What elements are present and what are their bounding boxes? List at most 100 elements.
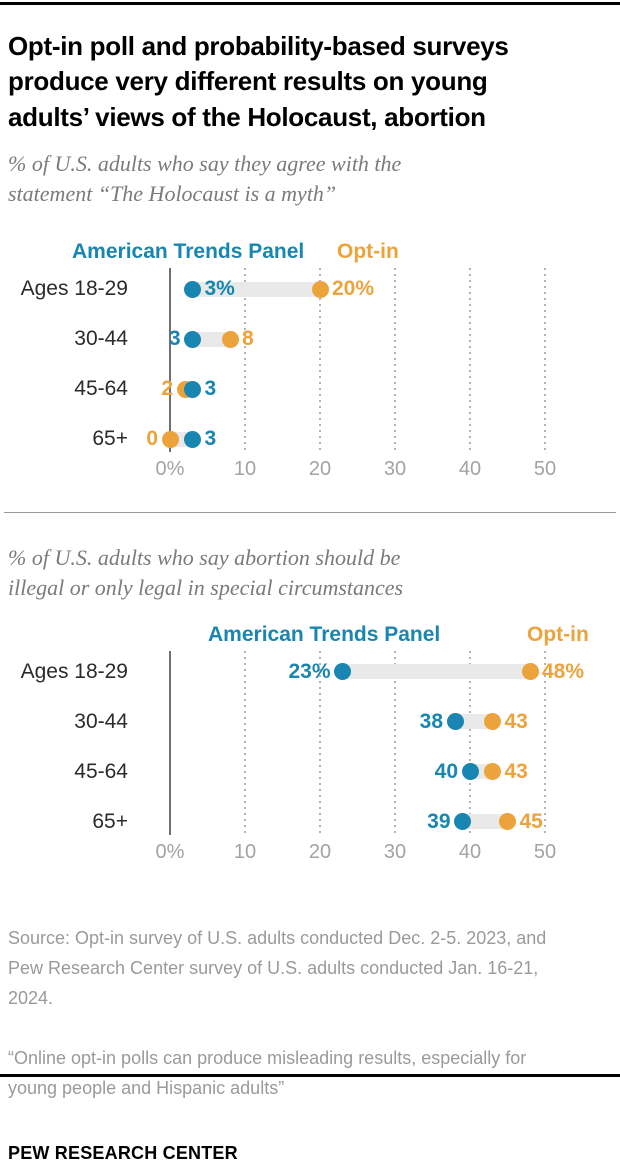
opt-in-value-label: 43 <box>504 759 528 783</box>
section-divider <box>4 512 616 514</box>
gridline <box>319 268 321 453</box>
top-rule <box>0 2 620 5</box>
opt-in-dot <box>484 763 501 781</box>
axis-tick-label: 40 <box>458 840 482 863</box>
chart-row: 65+ 3 0 <box>0 414 620 464</box>
atp-dot <box>334 663 351 681</box>
opt-in-dot <box>484 713 501 731</box>
abortion-chart-subtitle: % of U.S. adults who say abortion should… <box>8 545 404 601</box>
opt-in-value-label: 0 <box>146 427 158 451</box>
row-category-label: 65+ <box>92 809 128 833</box>
chart-row: 45-64 40 43 <box>0 747 620 797</box>
atp-dot <box>184 430 201 448</box>
atp-value-label: 3 <box>204 377 217 401</box>
abortion-chart-x-axis: 0% 10 20 30 40 50 <box>0 841 620 869</box>
row-category-label: 30-44 <box>74 327 128 351</box>
legend-label-opt-in: Opt-in <box>337 240 399 264</box>
axis-tick-label: 30 <box>383 458 407 481</box>
atp-value-label: 3% <box>204 277 235 301</box>
chart-row: 65+ 39 45 <box>0 797 620 847</box>
opt-in-value-label: 43 <box>504 709 528 733</box>
gridline <box>244 650 246 835</box>
atp-value-label: 38 <box>419 709 443 733</box>
atp-value-label: 39 <box>427 809 451 833</box>
gridlines-layer <box>0 268 620 453</box>
axis-line <box>169 268 171 453</box>
axis-tick-label: 10 <box>233 458 257 481</box>
footer-notes: Source: Opt-in survey of U.S. adults con… <box>8 893 610 1133</box>
row-category-label: 65+ <box>92 427 128 451</box>
axis-tick-label: 10 <box>233 840 257 863</box>
gridline <box>469 650 471 835</box>
axis-tick-label: 50 <box>533 840 557 863</box>
atp-value-label: 3 <box>168 327 181 351</box>
atp-dot <box>184 330 201 348</box>
chart-row: Ages 18-29 3% 20% <box>0 264 620 314</box>
row-category-label: Ages 18-29 <box>20 277 128 301</box>
atp-dot <box>446 713 464 731</box>
axis-tick-label: 0% <box>155 840 185 863</box>
atp-value-label: 3 <box>204 427 217 451</box>
row-category-label: Ages 18-29 <box>20 659 128 683</box>
holocaust-chart: American Trends Panel Opt-in Ages 18-29 3… <box>0 240 620 486</box>
atp-value-label: 23% <box>288 659 331 683</box>
gridline <box>544 650 546 835</box>
gridline <box>319 650 321 835</box>
abortion-chart-plot-area: Ages 18-29 23% 48% 30-44 38 43 45-64 40 43 65+ 39 4… <box>0 647 620 847</box>
holocaust-chart-legend: American Trends Panel Opt-in <box>0 240 620 264</box>
gridline <box>394 268 396 453</box>
opt-in-dot <box>221 330 239 348</box>
opt-in-value-label: 2 <box>161 377 173 401</box>
gridline <box>544 268 546 453</box>
opt-in-value-label: 48% <box>542 659 585 683</box>
row-category-label: 45-64 <box>74 759 128 783</box>
holocaust-chart-subtitle: % of U.S. adults who say they agree with… <box>8 151 402 206</box>
source-note: Source: Opt-in survey of U.S. adults con… <box>8 927 547 1008</box>
row-category-label: 45-64 <box>74 377 128 401</box>
axis-tick-label: 30 <box>383 840 407 863</box>
connector-bar <box>192 331 230 347</box>
atp-dot <box>461 763 479 781</box>
bottom-rule <box>0 1074 620 1077</box>
opt-in-dot <box>161 430 179 448</box>
axis-tick-label: 50 <box>533 458 557 481</box>
opt-in-value-label: 8 <box>242 327 254 351</box>
chart-row: 45-64 3 2 <box>0 364 620 414</box>
row-category-label: 30-44 <box>74 709 128 733</box>
legend-label-american-trends-panel: American Trends Panel <box>72 240 305 264</box>
abortion-chart-legend: American Trends Panel Opt-in <box>0 623 620 647</box>
axis-tick-label: 20 <box>308 840 332 863</box>
holocaust-chart-plot-area: Ages 18-29 3% 20% 30-44 3 8 45-64 3 2 65+ 3 0 <box>0 264 620 464</box>
chart-row: 30-44 3 8 <box>0 314 620 364</box>
legend-label-american-trends-panel: American Trends Panel <box>208 622 441 646</box>
atp-dot <box>184 380 201 398</box>
connector-bar <box>455 714 493 730</box>
axis-line <box>169 650 171 835</box>
connector-bar <box>192 281 320 297</box>
gridline <box>394 650 396 835</box>
chart-row: Ages 18-29 23% 48% <box>0 647 620 697</box>
opt-in-value-label: 20% <box>332 277 375 301</box>
opt-in-dot <box>521 663 539 681</box>
legend-label-opt-in: Opt-in <box>527 622 589 646</box>
chart-row: 30-44 38 43 <box>0 697 620 747</box>
axis-tick-label: 40 <box>458 458 482 481</box>
axis-tick-label: 20 <box>308 458 332 481</box>
report-title-note: “Online opt-in polls can produce mislead… <box>8 1047 527 1098</box>
pew-research-center-wordmark: PEW RESEARCH CENTER <box>8 1142 238 1163</box>
connector-bar <box>462 814 508 830</box>
opt-in-value-label: 45 <box>519 809 543 833</box>
gridlines-layer <box>0 650 620 835</box>
gridline <box>469 268 471 453</box>
axis-tick-label: 0% <box>155 458 185 481</box>
atp-dot <box>184 280 201 298</box>
abortion-chart: American Trends Panel Opt-in Ages 18-29 2… <box>0 623 620 869</box>
holocaust-chart-x-axis: 0% 10 20 30 40 50 <box>0 458 620 486</box>
opt-in-dot <box>499 813 516 831</box>
atp-dot <box>454 813 471 831</box>
opt-in-dot <box>311 280 329 298</box>
connector-bar <box>342 664 530 680</box>
page-title: Opt-in poll and probability-based survey… <box>8 31 509 132</box>
gridline <box>244 268 246 453</box>
atp-value-label: 40 <box>434 759 458 783</box>
